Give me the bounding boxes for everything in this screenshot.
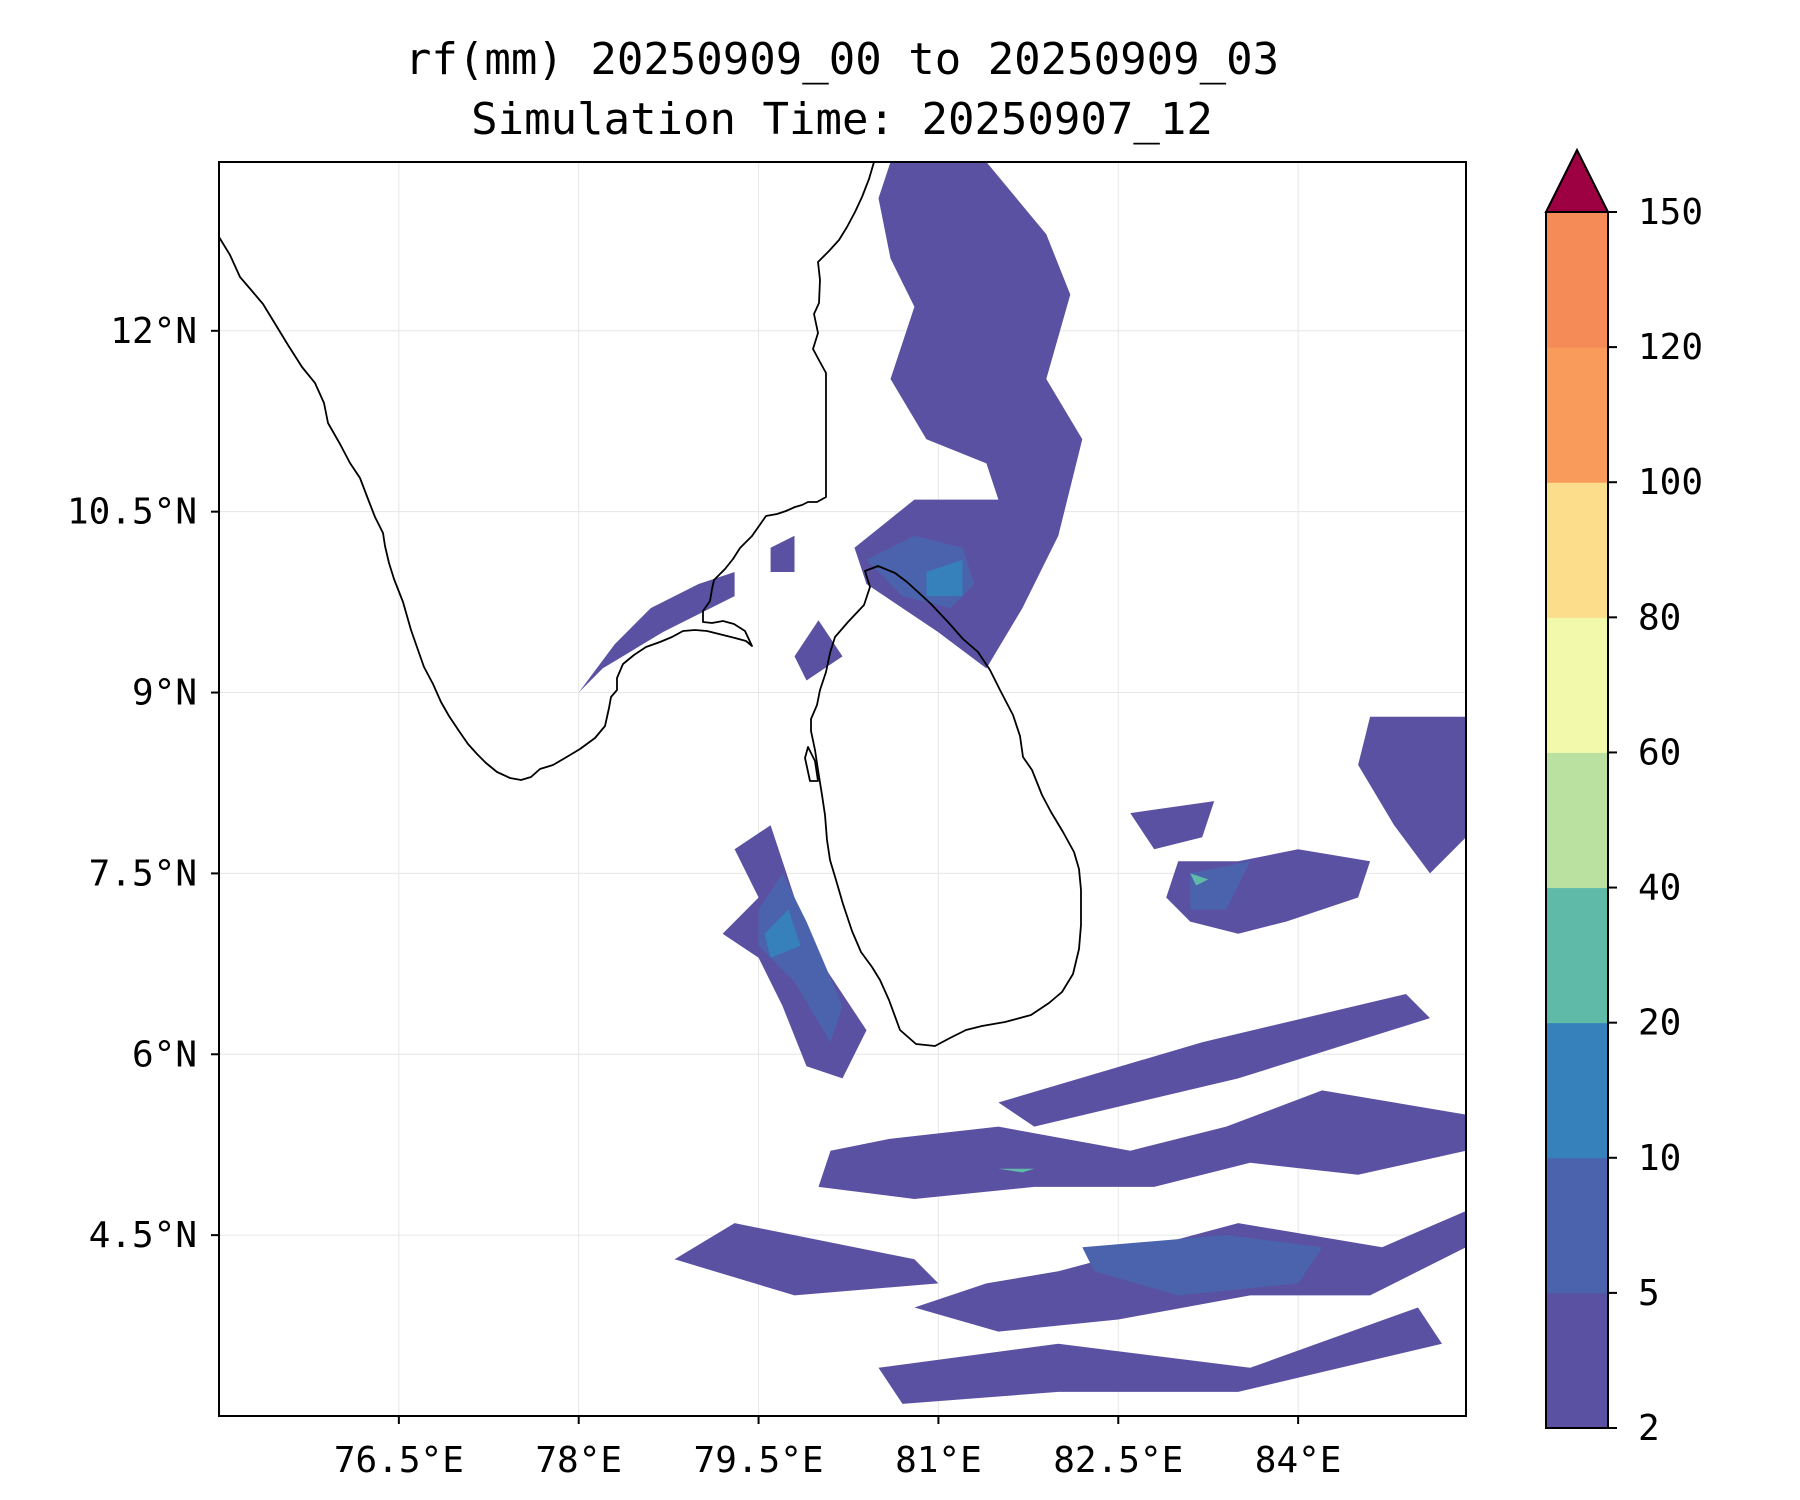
colorbar-tick-label: 2 — [1638, 1408, 1660, 1449]
map-title: rf(mm) 20250909_00 to 20250909_03 — [405, 34, 1279, 85]
coastlines — [219, 162, 1082, 1047]
rainfall-area — [758, 873, 843, 1043]
mannar-island-coast — [804, 746, 819, 782]
colorbar-tick-label: 10 — [1638, 1138, 1681, 1179]
rainfall-area — [674, 1223, 939, 1296]
lon-tick-label: 82.5°E — [1053, 1440, 1183, 1481]
lat-tick-label: 7.5°N — [89, 853, 197, 894]
colorbar-tick-label: 120 — [1638, 327, 1703, 368]
colorbar-tick-label: 20 — [1638, 1003, 1681, 1044]
colorbar-tick-label: 150 — [1638, 192, 1703, 233]
map-panel: 76.5°E 78°E 79.5°E 81°E 82.5°E 84°E 12°N 10.5°N… — [67, 161, 1467, 1481]
lon-tick-label: 84°E — [1255, 1440, 1342, 1481]
lat-tick-label: 9°N — [132, 673, 197, 714]
colorbar: 2 5 10 20 40 60 80 100 120 150 — [1544, 147, 1703, 1449]
lon-tick-label: 76.5°E — [334, 1440, 464, 1481]
colorbar-segment — [1546, 752, 1608, 889]
lat-tick-label: 6°N — [132, 1034, 197, 1075]
rainfall-area — [1082, 1235, 1323, 1296]
rainfall-contours — [578, 162, 1466, 1404]
rainfall-area — [878, 1307, 1442, 1404]
sri-lanka-coastline — [810, 565, 1082, 1047]
colorbar-tick-label: 60 — [1638, 732, 1681, 773]
rainfall-area — [578, 572, 735, 693]
colorbar-extend-arrow — [1544, 147, 1610, 213]
rainfall-area — [764, 909, 801, 958]
rainfall-area — [998, 994, 1430, 1127]
rainfall-area — [854, 162, 1083, 669]
colorbar-tick-label: 5 — [1638, 1273, 1660, 1314]
colorbar-segment — [1546, 1292, 1608, 1429]
colorbar-tick-label: 40 — [1638, 868, 1681, 909]
colorbar-segment — [1546, 617, 1608, 753]
colorbar-tick-label: 100 — [1638, 462, 1703, 503]
lat-tick-label: 10.5°N — [67, 492, 197, 533]
rainfall-area — [818, 1090, 1466, 1199]
gridlines — [219, 162, 1466, 1416]
colorbar-segment — [1546, 347, 1608, 483]
map-axes: 76.5°E 78°E 79.5°E 81°E 82.5°E 84°E 12°N 10.5°N… — [67, 311, 1342, 1481]
lon-tick-label: 81°E — [895, 1440, 982, 1481]
colorbar-segment — [1546, 482, 1608, 618]
rainfall-area — [926, 559, 963, 597]
rainfall-area — [794, 620, 843, 681]
rainfall-area — [998, 1168, 1035, 1173]
rainfall-area — [1358, 716, 1466, 874]
colorbar-segment — [1546, 212, 1608, 348]
colorbar-segment — [1546, 1022, 1608, 1159]
rainfall-area — [1190, 873, 1209, 886]
rainfall-area — [770, 535, 795, 572]
colorbar-segment — [1546, 887, 1608, 1024]
map-subtitle: Simulation Time: 20250907_12 — [471, 94, 1213, 145]
lat-tick-label: 12°N — [110, 311, 197, 352]
colorbar-segment — [1546, 1157, 1608, 1294]
colorbar-frame — [1545, 211, 1609, 1429]
lat-tick-label: 4.5°N — [89, 1215, 197, 1256]
rainfall-area — [1190, 861, 1251, 910]
lon-tick-label: 79.5°E — [694, 1440, 824, 1481]
india-coastline — [219, 162, 875, 781]
rainfall-area — [1130, 801, 1215, 850]
colorbar-tick-label: 80 — [1638, 597, 1681, 638]
map-frame — [218, 161, 1467, 1417]
lon-tick-label: 78°E — [535, 1440, 622, 1481]
